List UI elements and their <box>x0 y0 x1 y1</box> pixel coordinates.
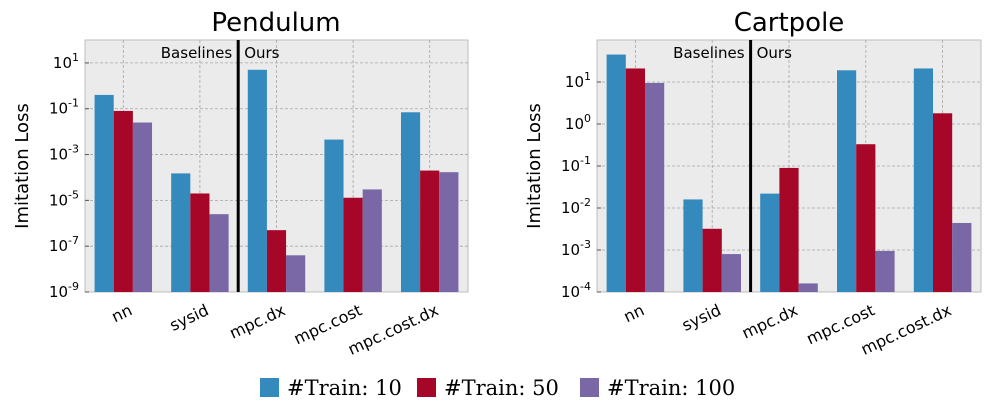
y-tick-label: 10-5 <box>49 188 79 209</box>
x-tick-label-nn: nn <box>109 300 135 326</box>
bar-mpc.cost.dx-1 <box>420 170 440 292</box>
x-tick-label-sysid: sysid <box>167 300 212 334</box>
chart-panel-0: 101 10-1 10-3 10-5 10-7 10-9 Baselines Ours nn sy… <box>12 8 469 359</box>
bar-sysid-0 <box>171 173 191 292</box>
bar-mpc.dx-2 <box>286 255 306 292</box>
chart-panel-1: 101 100 10-1 10-2 10-3 10-4 Baselines Ours nn sys… <box>524 8 982 359</box>
y-tick-label: 101 <box>565 70 591 91</box>
bar-mpc.cost.dx-2 <box>439 172 459 292</box>
legend-swatch-1 <box>417 378 436 397</box>
bar-mpc.cost-0 <box>324 139 344 292</box>
bar-mpc.dx-0 <box>760 193 780 292</box>
bar-mpc.dx-1 <box>266 230 287 292</box>
bar-sysid-0 <box>683 199 703 292</box>
y-tick-label: 10-4 <box>561 280 591 301</box>
bar-sysid-1 <box>702 228 722 292</box>
bar-mpc.cost-1 <box>343 197 363 292</box>
bar-mpc.cost.dx-0 <box>913 68 933 292</box>
bar-mpc.dx-1 <box>779 167 799 292</box>
bar-mpc.cost.dx-2 <box>952 222 972 292</box>
bar-nn-2 <box>645 82 665 292</box>
y-tick-label: 10-2 <box>561 196 591 217</box>
y-tick-label: 10-9 <box>49 280 79 301</box>
annotation-ours: Ours <box>244 44 279 62</box>
bar-sysid-2 <box>721 254 741 292</box>
y-axis-label: Imitation Loss <box>12 103 33 229</box>
y-axis-label: Imitation Loss <box>524 103 545 229</box>
bar-nn-1 <box>113 110 133 293</box>
chart-title: Pendulum <box>211 8 340 38</box>
bar-mpc.cost-0 <box>837 70 857 292</box>
bar-mpc.dx-0 <box>247 69 267 292</box>
legend-label-0: #Train: 10 <box>287 376 402 400</box>
bar-mpc.cost-1 <box>856 144 876 292</box>
y-tick-label: 10-7 <box>49 234 79 255</box>
bar-mpc.cost.dx-1 <box>933 113 953 292</box>
y-tick-label: 10-3 <box>561 238 591 259</box>
annotation-baselines: Baselines <box>673 44 745 62</box>
x-tick-label-mpc.dx: mpc.dx <box>739 300 801 342</box>
bar-sysid-1 <box>190 193 210 292</box>
bar-mpc.cost.dx-0 <box>400 112 421 292</box>
bar-nn-2 <box>132 122 153 292</box>
annotation-baselines: Baselines <box>161 44 233 62</box>
y-tick-label: 10-1 <box>561 154 591 175</box>
x-tick-label-mpc.dx: mpc.dx <box>226 300 288 342</box>
legend-swatch-0 <box>260 378 279 397</box>
bar-nn-1 <box>625 68 645 292</box>
legend-swatch-2 <box>580 378 599 397</box>
legend: #Train: 10 #Train: 50 #Train: 100 <box>260 376 735 400</box>
bar-mpc.dx-2 <box>798 283 818 292</box>
legend-label-1: #Train: 50 <box>444 376 559 400</box>
bar-nn-0 <box>94 94 114 292</box>
bar-mpc.cost-2 <box>875 250 895 292</box>
y-tick-label: 100 <box>565 112 591 133</box>
bar-nn-0 <box>606 54 626 292</box>
y-tick-label: 101 <box>53 51 79 72</box>
y-tick-label: 10-3 <box>49 143 79 164</box>
x-tick-label-sysid: sysid <box>679 300 724 334</box>
y-tick-label: 10-1 <box>49 97 79 118</box>
legend-label-2: #Train: 100 <box>607 376 735 400</box>
bar-sysid-2 <box>209 214 229 292</box>
x-tick-label-nn: nn <box>621 300 647 326</box>
annotation-ours: Ours <box>757 44 792 62</box>
chart-title: Cartpole <box>734 8 845 38</box>
bar-mpc.cost-2 <box>362 189 382 292</box>
